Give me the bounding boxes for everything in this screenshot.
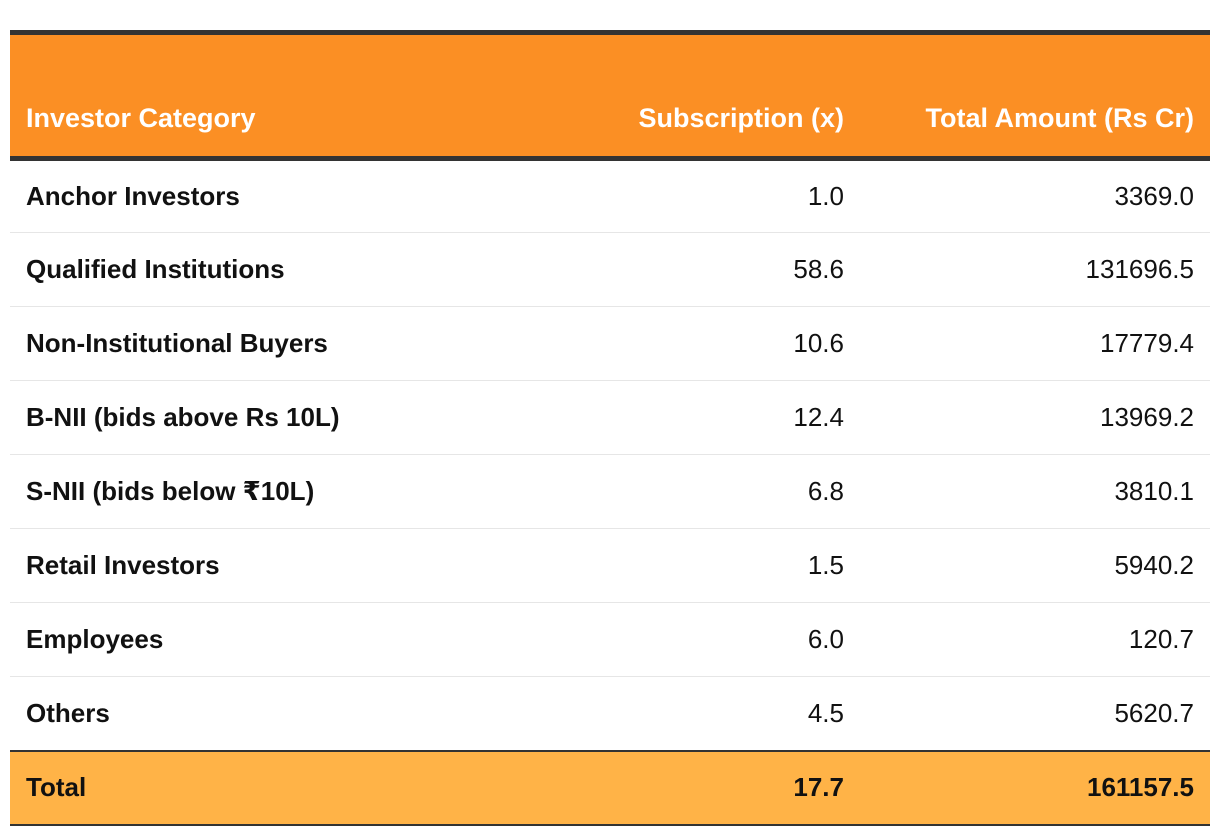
row-subscription: 12.4 — [793, 402, 844, 432]
total-label: Total — [26, 772, 87, 802]
row-category: B-NII (bids above Rs 10L) — [26, 402, 340, 432]
header-investor-category: Investor Category — [26, 103, 256, 133]
table-row: Anchor Investors 1.0 3369.0 — [10, 159, 1210, 233]
row-amount: 3369.0 — [1114, 181, 1194, 211]
row-amount: 17779.4 — [1100, 328, 1194, 358]
row-category: S-NII (bids below ₹10L) — [26, 476, 315, 506]
table-total-row: Total 17.7 161157.5 — [10, 750, 1210, 825]
row-subscription: 6.0 — [807, 624, 844, 654]
total-subscription: 17.7 — [793, 772, 844, 802]
row-amount: 120.7 — [1128, 624, 1194, 654]
row-category: Employees — [26, 624, 164, 654]
table-row: Others 4.5 5620.7 — [10, 677, 1210, 751]
row-category: Others — [26, 697, 110, 728]
row-amount: 131696.5 — [1085, 254, 1194, 284]
row-subscription: 1.5 — [807, 550, 844, 580]
table-row: Employees 6.0 120.7 — [10, 603, 1210, 677]
row-subscription: 58.6 — [793, 254, 844, 284]
table-row: S-NII (bids below ₹10L) 6.8 3810.1 — [10, 455, 1210, 529]
row-category: Non-Institutional Buyers — [26, 328, 328, 358]
header-total-amount: Total Amount (Rs Cr) — [925, 103, 1194, 133]
table-row: Retail Investors 1.5 5940.2 — [10, 529, 1210, 603]
table-row: B-NII (bids above Rs 10L) 12.4 13969.2 — [10, 381, 1210, 455]
row-subscription: 6.8 — [807, 476, 844, 506]
header-subscription: Subscription (x) — [638, 103, 844, 133]
row-amount: 13969.2 — [1100, 402, 1194, 432]
row-subscription: 1.0 — [807, 181, 844, 211]
row-amount: 5620.7 — [1114, 697, 1194, 728]
row-subscription: 10.6 — [793, 328, 844, 358]
table-row: Non-Institutional Buyers 10.6 17779.4 — [10, 307, 1210, 381]
table-header-row: Investor Category Subscription (x) Total… — [10, 32, 1210, 159]
row-category: Qualified Institutions — [26, 254, 285, 284]
table-row: Qualified Institutions 58.6 131696.5 — [10, 233, 1210, 307]
row-amount: 5940.2 — [1114, 550, 1194, 580]
total-amount: 161157.5 — [1086, 772, 1194, 802]
row-category: Retail Investors — [26, 550, 220, 580]
subscription-table: Investor Category Subscription (x) Total… — [10, 30, 1210, 826]
row-subscription: 4.5 — [807, 697, 844, 728]
subscription-table-container: Investor Category Subscription (x) Total… — [10, 30, 1210, 826]
row-category: Anchor Investors — [26, 181, 240, 211]
row-amount: 3810.1 — [1114, 476, 1194, 506]
